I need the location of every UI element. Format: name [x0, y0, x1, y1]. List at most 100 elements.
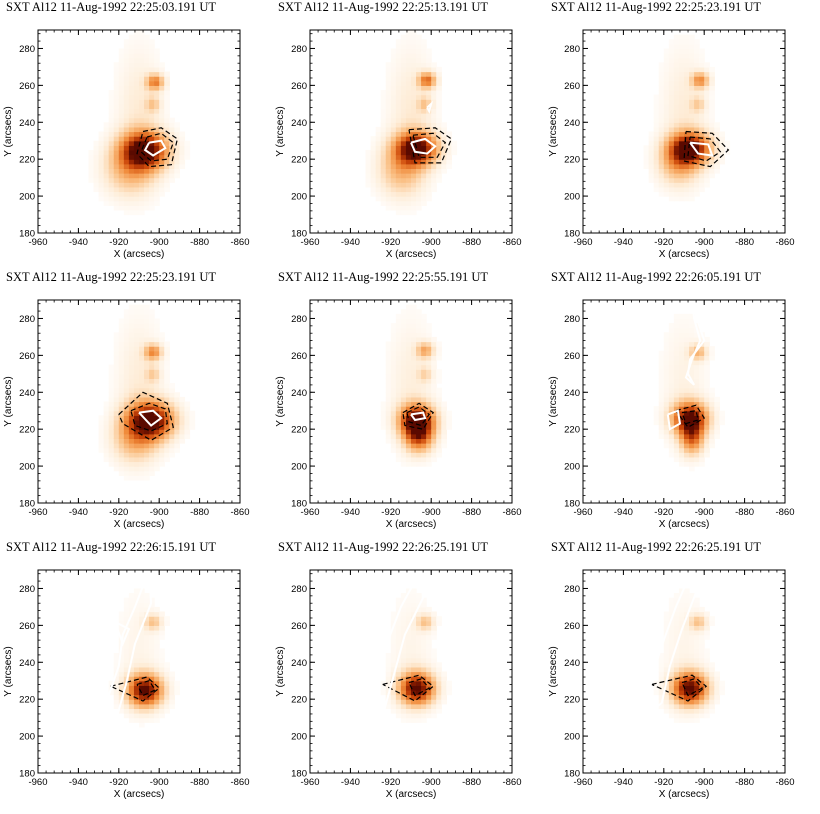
image-pixel — [658, 182, 665, 188]
image-pixel — [668, 629, 675, 636]
image-pixel — [154, 327, 160, 333]
image-pixel — [139, 117, 145, 123]
image-pixel — [426, 433, 432, 440]
image-pixel — [416, 173, 422, 179]
image-pixel — [709, 154, 715, 160]
white-contour — [369, 570, 425, 724]
image-pixel — [159, 625, 165, 631]
image-pixel — [668, 173, 675, 179]
black-contour — [683, 130, 730, 168]
image-pixel — [123, 76, 130, 82]
y-tick-label: 220 — [291, 155, 307, 166]
image-pixel — [689, 159, 695, 165]
image-pixel — [154, 429, 160, 435]
image-pixel — [678, 80, 685, 86]
image-pixel — [159, 433, 165, 440]
image-pixel — [113, 131, 120, 137]
image-pixel — [108, 163, 115, 170]
image-pixel — [108, 94, 115, 100]
image-pixel — [133, 713, 140, 719]
image-pixel — [154, 685, 160, 691]
image-pixel — [365, 177, 372, 183]
image-pixel — [88, 159, 95, 165]
image-pixel — [164, 103, 170, 110]
image-pixel — [668, 76, 675, 82]
image-pixel — [128, 48, 135, 54]
x-tick-label: -880 — [735, 777, 754, 788]
image-pixel — [123, 126, 130, 133]
image-pixel — [699, 364, 705, 370]
image-pixel — [118, 419, 125, 426]
image-pixel — [699, 355, 705, 361]
image-pixel — [405, 597, 412, 603]
image-pixel — [684, 606, 690, 613]
image-pixel — [668, 639, 675, 645]
image-pixel — [709, 429, 715, 435]
x-tick-label: -960 — [573, 237, 592, 248]
image-pixel — [709, 662, 715, 668]
image-pixel — [673, 313, 680, 320]
image-pixel — [144, 346, 150, 352]
image-pixel — [658, 676, 665, 682]
y-tick-label: 280 — [564, 44, 580, 55]
image-pixel — [395, 177, 402, 183]
image-pixel — [673, 606, 680, 613]
image-pixel — [411, 359, 417, 366]
image-pixel — [684, 685, 690, 691]
image-pixel — [446, 680, 452, 686]
x-tick-label: -940 — [341, 507, 360, 518]
image-pixel — [663, 369, 670, 375]
image-pixel — [421, 113, 427, 119]
image-pixel — [673, 177, 680, 183]
image-pixel — [436, 122, 442, 128]
image-pixel — [189, 419, 196, 426]
image-pixel — [704, 131, 710, 137]
image-pixel — [380, 149, 387, 156]
image-pixel — [400, 327, 407, 333]
image-pixel — [684, 66, 690, 73]
image-pixel — [673, 48, 680, 54]
image-pixel — [118, 378, 125, 384]
image-pixel — [133, 103, 140, 110]
image-pixel — [113, 346, 120, 352]
image-pixel — [365, 159, 372, 165]
image-pixel — [385, 359, 392, 366]
image-pixel — [411, 318, 417, 324]
image-pixel — [416, 327, 422, 333]
image-pixel — [149, 419, 155, 426]
image-pixel — [400, 39, 407, 45]
image-pixel — [123, 332, 130, 338]
x-tick-label: -940 — [69, 507, 88, 518]
image-pixel — [421, 359, 427, 366]
image-pixel — [416, 713, 422, 719]
image-pixel — [431, 703, 437, 710]
image-pixel — [678, 34, 685, 40]
image-pixel — [673, 433, 680, 440]
image-pixel — [689, 76, 695, 82]
image-pixel — [395, 364, 402, 370]
image-pixel — [385, 378, 392, 384]
image-pixel — [118, 470, 125, 476]
image-pixel — [699, 113, 705, 119]
image-pixel — [689, 694, 695, 700]
image-pixel — [139, 634, 145, 640]
image-pixel — [159, 99, 165, 105]
image-pixel — [678, 94, 685, 100]
image-pixel — [123, 369, 130, 375]
image-pixel — [648, 173, 655, 179]
image-pixel — [139, 53, 145, 59]
image-pixel — [421, 685, 427, 691]
image-pixel — [684, 392, 690, 398]
image-pixel — [436, 154, 442, 160]
image-pixel — [689, 657, 695, 663]
image-pixel — [139, 177, 145, 183]
image-pixel — [169, 168, 175, 174]
image-pixel — [416, 205, 422, 211]
image-pixel — [133, 676, 140, 682]
image-pixel — [673, 364, 680, 370]
image-pixel — [405, 456, 412, 463]
image-pixel — [421, 145, 427, 151]
image-pixel — [395, 438, 402, 444]
image-pixel — [446, 154, 452, 160]
image-pixel — [154, 717, 160, 723]
